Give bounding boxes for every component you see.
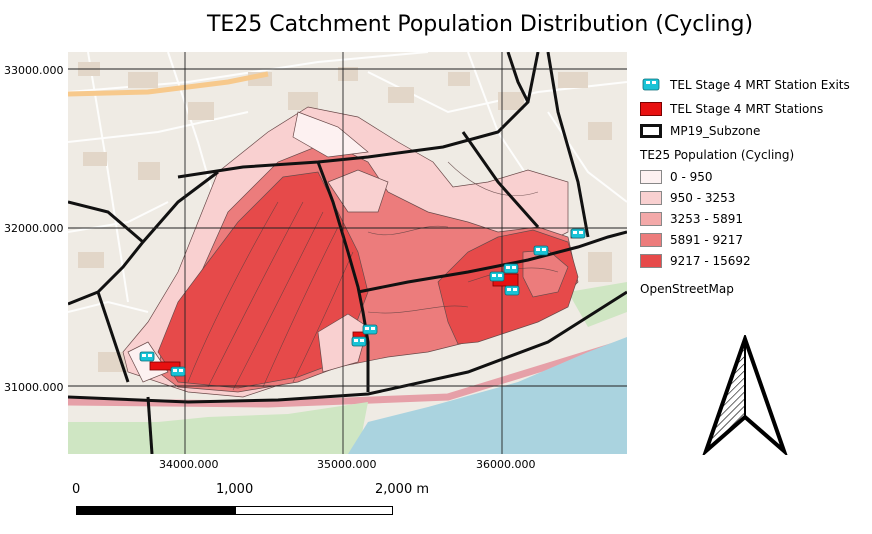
x-tick-label: 34000.000 — [159, 458, 219, 471]
north-arrow-icon — [701, 332, 789, 458]
sea — [348, 337, 627, 454]
expressway — [68, 338, 627, 408]
legend-item-class: 950 - 3253 — [640, 189, 735, 207]
train-icon — [351, 336, 367, 347]
map-title: TE25 Catchment Population Distribution (… — [206, 12, 754, 37]
legend-swatch — [640, 170, 662, 184]
scale-segment — [76, 506, 236, 515]
legend-item-class: 5891 - 9217 — [640, 231, 743, 249]
legend-item-exits: TEL Stage 4 MRT Station Exits — [640, 76, 850, 94]
major-road — [68, 71, 269, 97]
train-icon — [504, 285, 520, 296]
train-icon — [489, 271, 505, 282]
legend-heading: TE25 Population (Cycling) — [640, 148, 795, 162]
legend-swatch — [640, 233, 662, 247]
train-icon — [362, 324, 378, 335]
legend-basemap: OpenStreetMap — [640, 282, 734, 296]
train-icon — [533, 245, 549, 256]
population-polygons — [122, 106, 579, 398]
legend-swatch — [640, 124, 662, 138]
map-frame[interactable] — [68, 52, 627, 454]
x-tick-label: 35000.000 — [317, 458, 377, 471]
subzone-boundaries — [68, 52, 627, 454]
train-icon — [570, 228, 586, 239]
contour-lines — [187, 161, 559, 391]
population-zone-0-950 — [292, 111, 369, 158]
scale-label: 1,000 — [216, 482, 254, 497]
legend-item-class: 3253 - 5891 — [640, 210, 743, 228]
train-icon — [139, 351, 155, 362]
legend-label: MP19_Subzone — [670, 124, 761, 138]
mrt-station — [149, 361, 181, 371]
park-area — [68, 402, 368, 454]
legend-item-stations: TEL Stage 4 MRT Stations — [640, 100, 823, 118]
train-icon — [503, 263, 519, 274]
legend-label: 3253 - 5891 — [670, 212, 744, 226]
legend-label: 950 - 3253 — [670, 191, 736, 205]
legend-item-class: 0 - 950 — [640, 168, 713, 186]
train-icon — [170, 366, 186, 377]
station-exits — [139, 228, 586, 377]
legend-item-subzone: MP19_Subzone — [640, 122, 760, 140]
legend-label: 0 - 950 — [670, 170, 713, 184]
map-canvas — [68, 52, 627, 454]
y-tick-label: 31000.000 — [4, 381, 64, 394]
legend-swatch — [640, 212, 662, 226]
graticule — [68, 52, 627, 454]
y-tick-label: 32000.000 — [4, 222, 64, 235]
legend-label: 5891 - 9217 — [670, 233, 744, 247]
scale-bar: 0 1,000 2,000 m — [60, 482, 460, 522]
scale-label: 0 — [72, 482, 81, 497]
park-area — [568, 282, 627, 327]
legend-label: TEL Stage 4 MRT Stations — [670, 102, 824, 116]
train-icon — [642, 78, 660, 91]
population-zone-9217-15692 — [157, 171, 369, 389]
legend-item-class: 9217 - 15692 — [640, 252, 751, 270]
scale-segment — [235, 506, 393, 515]
y-tick-label: 33000.000 — [4, 64, 64, 77]
legend-label: 9217 - 15692 — [670, 254, 751, 268]
legend-swatch — [640, 102, 662, 116]
legend-swatch — [640, 254, 662, 268]
population-zone-0-950 — [127, 341, 169, 383]
x-tick-label: 36000.000 — [476, 458, 536, 471]
legend-swatch — [640, 191, 662, 205]
scale-label: 2,000 m — [375, 482, 430, 497]
legend-label: TEL Stage 4 MRT Station Exits — [670, 78, 850, 92]
